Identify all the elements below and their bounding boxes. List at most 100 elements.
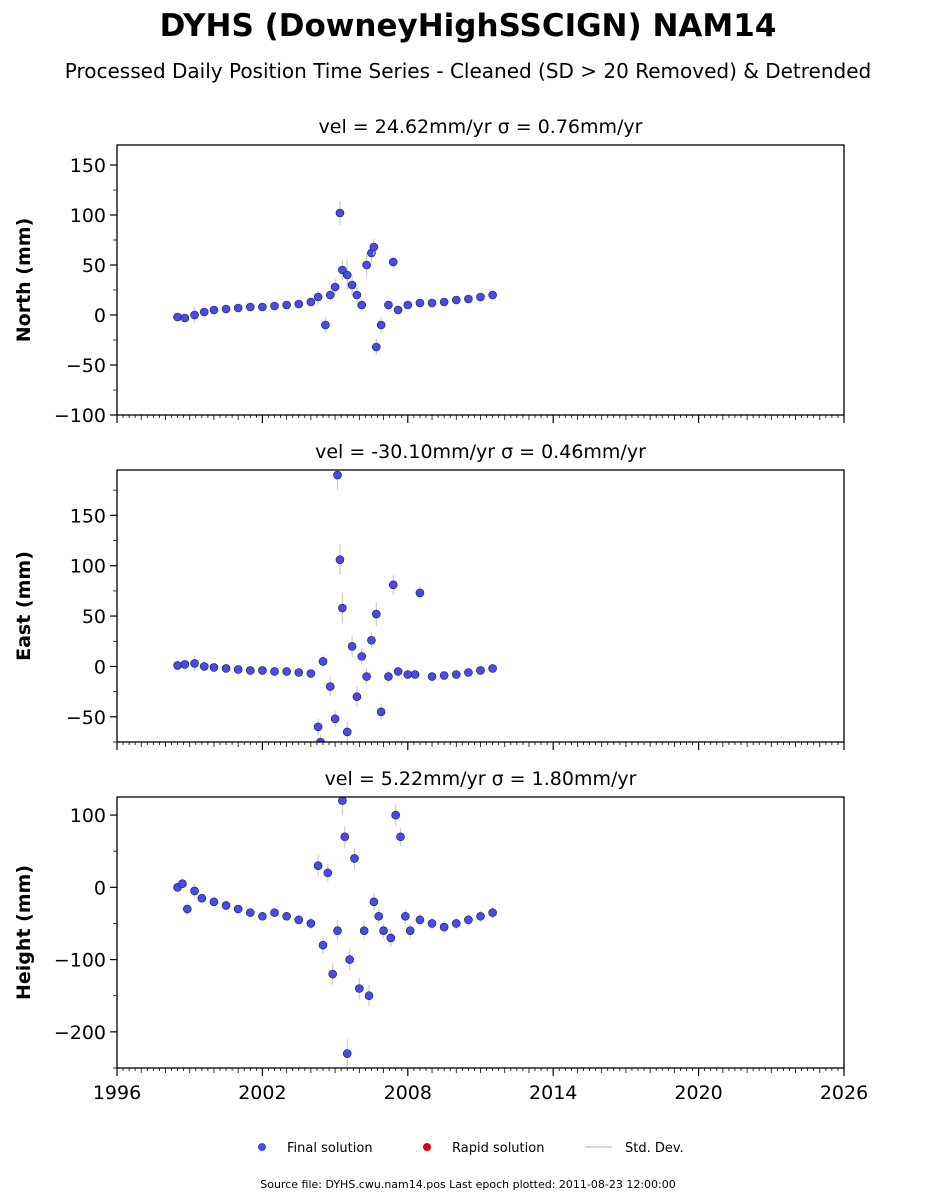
data-point xyxy=(180,660,190,669)
data-point xyxy=(415,915,425,925)
plot-frame xyxy=(116,469,845,743)
panel-title: vel = 24.62mm/yr σ = 0.76mm/yr xyxy=(319,116,643,138)
data-point xyxy=(335,208,345,218)
data-point xyxy=(345,955,354,964)
data-point xyxy=(173,312,182,322)
data-point xyxy=(182,904,192,914)
data-point xyxy=(357,652,367,661)
data-point xyxy=(245,666,255,675)
data-point xyxy=(386,933,396,943)
data-point xyxy=(415,298,425,308)
data-point xyxy=(313,722,323,732)
data-point xyxy=(371,342,381,352)
data-point xyxy=(369,242,379,252)
data-point xyxy=(258,302,267,312)
panel-title: vel = -30.10mm/yr σ = 0.46mm/yr xyxy=(315,441,646,463)
data-point xyxy=(488,290,497,300)
data-point xyxy=(401,911,410,921)
data-point xyxy=(209,897,219,907)
data-point xyxy=(282,667,291,676)
data-point xyxy=(439,297,449,307)
data-point xyxy=(393,305,403,315)
data-point xyxy=(190,659,199,668)
data-point xyxy=(476,292,485,302)
data-point xyxy=(197,893,207,903)
legend-rapid-marker xyxy=(423,1143,431,1151)
plot-frame xyxy=(116,796,845,1069)
data-point xyxy=(318,940,328,950)
y-tick-label: 100 xyxy=(70,556,106,578)
data-point xyxy=(318,657,328,666)
y-tick-label: −100 xyxy=(54,950,106,972)
data-point xyxy=(410,670,420,679)
data-point xyxy=(439,922,449,932)
data-point xyxy=(352,692,362,701)
data-point xyxy=(338,603,347,613)
data-point xyxy=(294,915,304,925)
data-point xyxy=(439,671,449,680)
data-point xyxy=(384,300,393,310)
data-point xyxy=(350,854,359,863)
data-point xyxy=(313,292,323,302)
figure-title: DYHS (DowneyHighSSCIGN) NAM14 xyxy=(160,8,777,44)
x-tick-label: 2002 xyxy=(238,1082,286,1104)
data-point xyxy=(306,669,316,678)
panel-title: vel = 5.22mm/yr σ = 1.80mm/yr xyxy=(325,768,637,790)
data-point xyxy=(270,301,279,311)
data-point xyxy=(321,320,330,330)
data-point xyxy=(369,897,379,907)
data-point xyxy=(338,797,347,805)
plot-frame xyxy=(116,144,845,416)
data-point xyxy=(342,727,352,737)
data-point xyxy=(342,1049,352,1058)
data-point xyxy=(427,672,437,681)
data-point xyxy=(258,666,267,675)
y-tick-label: −50 xyxy=(66,707,106,729)
data-point xyxy=(209,663,219,672)
legend-final-marker xyxy=(258,1143,266,1151)
data-point xyxy=(199,662,209,671)
data-point xyxy=(190,886,199,896)
data-point xyxy=(362,672,371,681)
data-point xyxy=(415,588,425,598)
x-tick-label: 2026 xyxy=(820,1082,868,1104)
legend-rapid-label: Rapid solution xyxy=(452,1141,544,1156)
data-point xyxy=(427,919,437,928)
data-point xyxy=(335,555,345,564)
data-point xyxy=(270,908,279,917)
data-point xyxy=(347,280,357,290)
y-axis-label: East (mm) xyxy=(13,551,35,661)
data-point xyxy=(451,670,461,679)
data-point xyxy=(282,911,291,921)
data-point xyxy=(359,926,369,935)
data-point xyxy=(476,666,485,675)
data-point xyxy=(233,665,243,674)
data-point xyxy=(393,667,403,676)
y-tick-label: 150 xyxy=(70,505,106,527)
data-point xyxy=(221,901,231,910)
data-point xyxy=(173,661,182,670)
data-point xyxy=(333,470,342,480)
data-point xyxy=(384,672,393,681)
height-panel: vel = 5.22mm/yr σ = 1.80mm/yr Height (mm)… xyxy=(13,768,868,1104)
data-point xyxy=(357,300,367,310)
data-point xyxy=(367,635,376,645)
y-tick-label: 100 xyxy=(70,805,106,827)
data-point xyxy=(388,257,398,267)
data-point xyxy=(451,919,461,928)
y-axis-label: North (mm) xyxy=(13,218,35,343)
y-axis-label: Height (mm) xyxy=(13,865,35,1000)
data-point xyxy=(464,915,473,925)
data-point xyxy=(488,664,497,673)
x-tick-label: 2020 xyxy=(674,1082,722,1104)
data-point xyxy=(464,668,473,677)
x-tick-label: 1996 xyxy=(93,1082,141,1104)
data-point xyxy=(347,641,357,651)
data-point xyxy=(342,270,352,280)
data-point xyxy=(388,580,398,590)
data-point xyxy=(333,926,342,935)
data-points xyxy=(173,470,497,742)
data-point xyxy=(313,861,323,870)
data-point xyxy=(371,609,381,619)
legend-final-label: Final solution xyxy=(287,1141,373,1156)
